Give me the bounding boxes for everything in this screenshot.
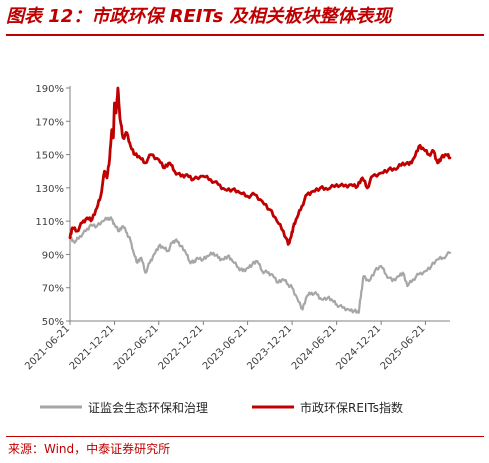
x-tick-label: 2022-12-21 — [157, 323, 206, 372]
x-tick-label: 2023-06-21 — [201, 323, 250, 372]
x-tick-label: 2021-12-21 — [68, 323, 117, 372]
line-chart: 50%70%90%110%130%150%170%190%2021-06-212… — [23, 84, 452, 415]
y-tick-label: 110% — [35, 217, 64, 228]
legend-reits-label: 市政环保REITs指数 — [300, 400, 403, 415]
x-tick-label: 2024-06-21 — [290, 323, 339, 372]
y-tick-label: 130% — [35, 184, 64, 195]
x-tick-label: 2023-12-21 — [245, 323, 294, 372]
y-tick-label: 50% — [42, 317, 64, 328]
x-tick-label: 2024-12-21 — [334, 323, 383, 372]
y-tick-label: 150% — [35, 151, 64, 162]
x-tick-label: 2021-06-21 — [23, 323, 72, 372]
x-tick-label: 2025-06-21 — [379, 323, 428, 372]
series-line-reits-index — [68, 86, 452, 246]
series-line-environment-index — [68, 216, 452, 314]
x-tick-label: 2022-06-21 — [112, 323, 161, 372]
source-note: 来源：Wind，中泰证券研究所 — [8, 442, 171, 456]
legend-environment-label: 证监会生态环保和治理 — [88, 401, 208, 415]
title-divider — [6, 34, 484, 36]
y-tick-label: 170% — [35, 117, 64, 128]
y-tick-label: 90% — [42, 250, 64, 261]
y-tick-label: 190% — [35, 84, 64, 95]
figure-title: 图表 12：市政环保 REITs 及相关板块整体表现 — [6, 6, 392, 27]
source-divider — [6, 436, 484, 437]
y-tick-label: 70% — [42, 284, 64, 295]
